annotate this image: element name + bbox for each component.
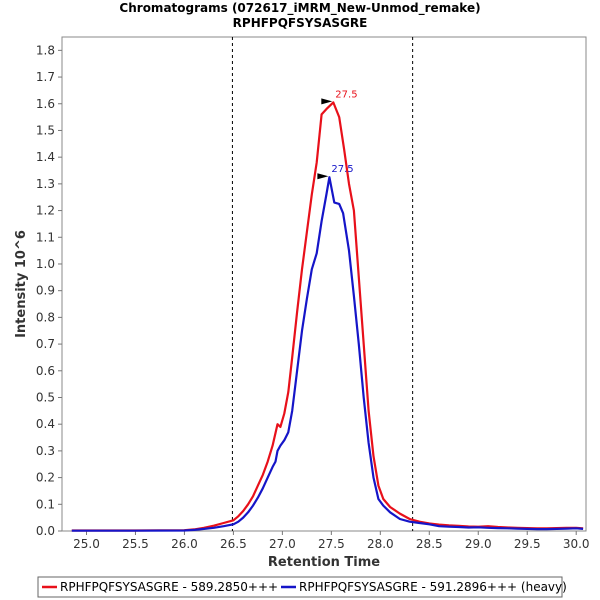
x-tick-label: 28.0 [367,537,394,551]
y-tick-label: 1.5 [36,123,55,137]
y-tick-label: 0.5 [36,390,55,404]
legend: RPHFPQFSYSASGRE - 589.2850+++ RPHFPQFSYS… [37,576,567,598]
y-tick-label: 0.8 [36,310,55,324]
x-tick-label: 25.5 [122,537,149,551]
legend-box [37,576,563,598]
legend-entry-light: RPHFPQFSYSASGRE - 589.2850+++ [60,580,278,594]
y-tick-label: 1.4 [36,150,55,164]
x-tick-label: 26.5 [220,537,247,551]
chart-title: Chromatograms (072617_iMRM_New-Unmod_rem… [119,1,480,16]
x-axis: 25.0 25.5 26.0 26.5 27.0 27.5 28.0 28.5 29.0 29.5… [73,531,590,551]
series-layer [71,101,584,532]
x-tick-label: 27.5 [318,537,345,551]
y-tick-label: 1.0 [36,257,55,271]
x-tick-label: 29.5 [514,537,541,551]
integration-bounds [231,37,414,531]
peak-marker [321,98,333,105]
y-tick-label: 1.2 [36,204,55,218]
y-tick-label: 0.4 [36,417,55,431]
peak-label: 27.5 [335,89,357,100]
y-axis-label: Intensity 10^6 [14,230,29,338]
x-tick-label: 26.0 [171,537,198,551]
y-tick-label: 1.6 [36,97,55,111]
chart-subtitle: RPHFPQFSYSASGRE [233,16,368,30]
series-line-light [71,101,584,532]
y-tick-label: 0.7 [36,337,55,351]
y-tick-label: 0.3 [36,444,55,458]
y-tick-label: 0.2 [36,471,55,485]
peak-label: 27.5 [331,164,353,175]
y-axis: 0.0 0.1 0.2 0.3 0.4 0.5 0.6 0.7 0.8 0.9 1.0 1.1 1.2 1… [36,43,62,538]
y-tick-label: 1.1 [36,230,55,244]
x-tick-label: 27.0 [269,537,296,551]
y-tick-label: 1.3 [36,177,55,191]
x-tick-label: 30.0 [563,537,590,551]
series-line-heavy [71,176,584,532]
y-tick-label: 1.7 [36,70,55,84]
y-tick-label: 0.0 [36,524,55,538]
x-tick-label: 25.0 [73,537,100,551]
peak-annotations: 27.5 27.5 [317,89,358,180]
x-tick-label: 28.5 [416,537,443,551]
y-tick-label: 0.9 [36,284,55,298]
x-tick-label: 29.0 [465,537,492,551]
y-tick-label: 0.1 [36,497,55,511]
peak-marker [317,173,329,180]
x-axis-label: Retention Time [268,555,380,570]
plot-area [61,36,587,532]
y-tick-label: 1.8 [36,43,55,57]
legend-entry-heavy: RPHFPQFSYSASGRE - 591.2896+++ (heavy) [299,580,567,594]
y-tick-label: 0.6 [36,364,55,378]
